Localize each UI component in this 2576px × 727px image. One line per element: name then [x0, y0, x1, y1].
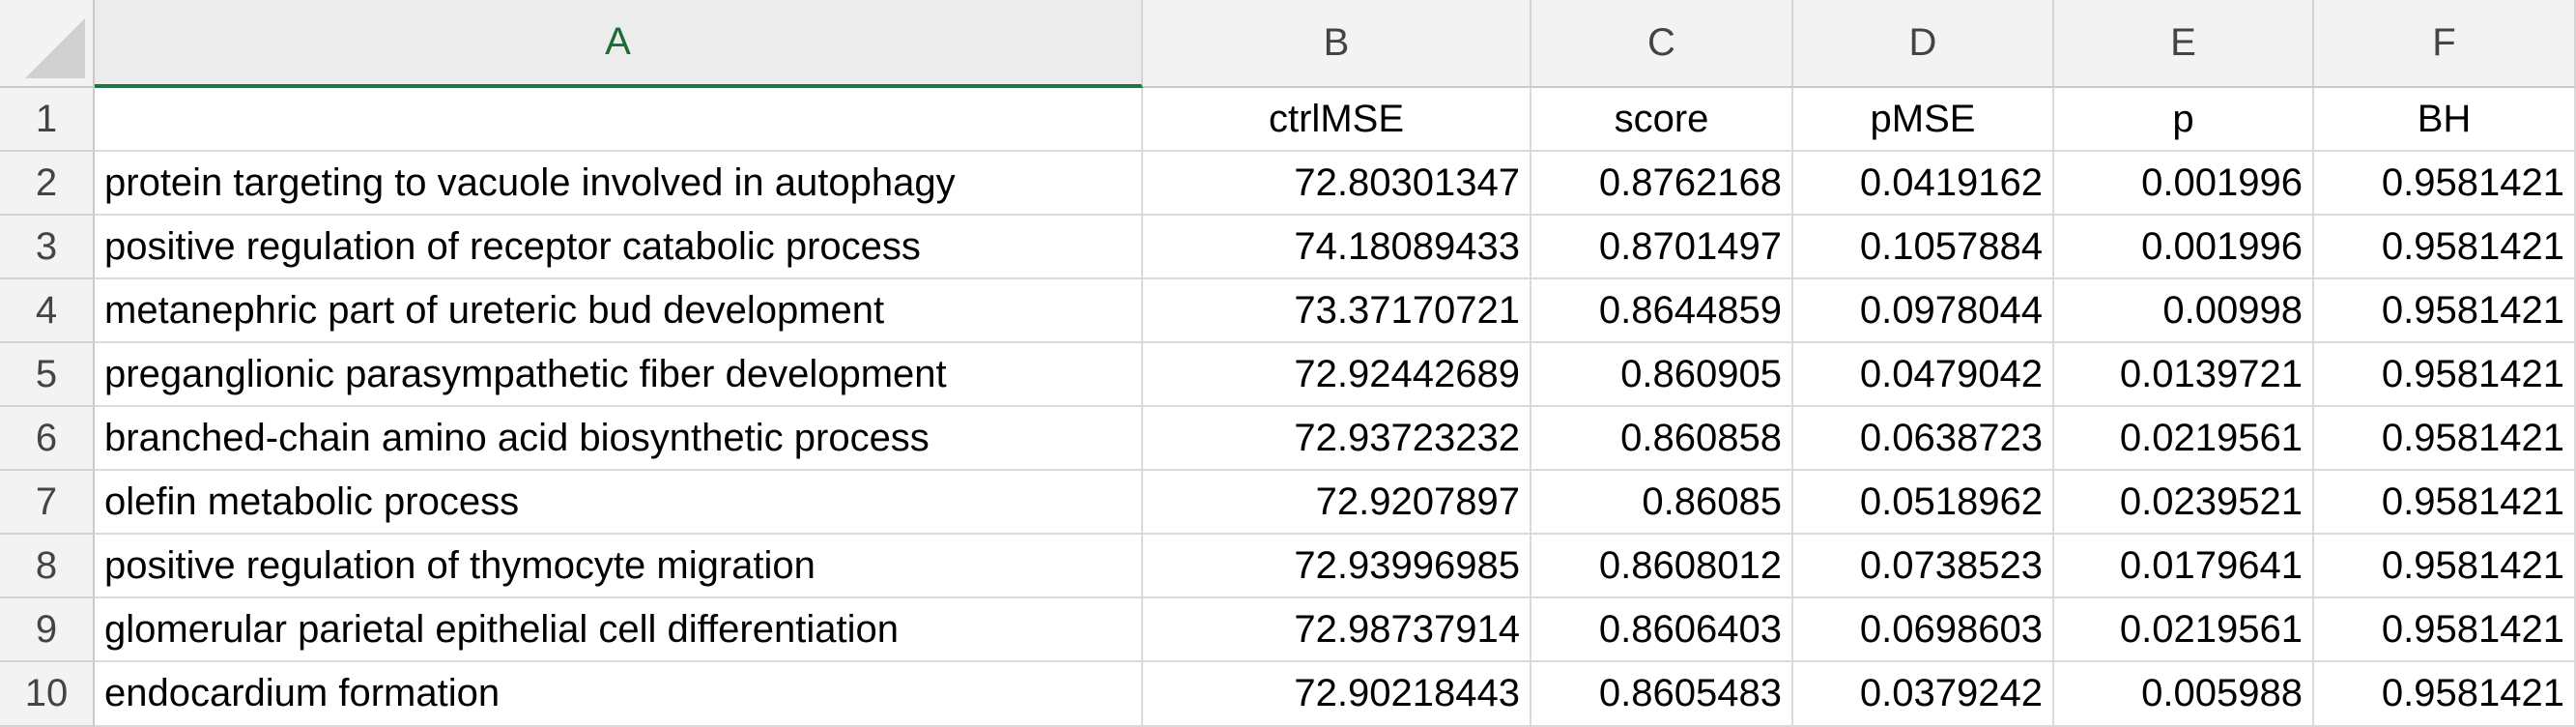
- data-cell-e[interactable]: 0.001996: [2054, 216, 2314, 279]
- data-cell-b[interactable]: 72.80301347: [1143, 152, 1531, 216]
- data-cell-c[interactable]: 0.860905: [1531, 343, 1793, 407]
- data-cell-a[interactable]: positive regulation of thymocyte migrati…: [95, 535, 1143, 598]
- row-header[interactable]: 3: [0, 216, 95, 279]
- header-cell-d[interactable]: pMSE: [1793, 88, 2054, 152]
- data-cell-d[interactable]: 0.1057884: [1793, 216, 2054, 279]
- data-cell-e[interactable]: 0.0179641: [2054, 535, 2314, 598]
- data-cell-c[interactable]: 0.86085: [1531, 471, 1793, 535]
- data-cell-a[interactable]: branched-chain amino acid biosynthetic p…: [95, 407, 1143, 471]
- column-header-b[interactable]: B: [1143, 0, 1531, 88]
- data-cell-c[interactable]: 0.8762168: [1531, 152, 1793, 216]
- data-cell-e[interactable]: 0.0219561: [2054, 407, 2314, 471]
- data-cell-b[interactable]: 72.93723232: [1143, 407, 1531, 471]
- data-cell-e[interactable]: 0.0139721: [2054, 343, 2314, 407]
- row-header[interactable]: 5: [0, 343, 95, 407]
- data-cell-a[interactable]: olefin metabolic process: [95, 471, 1143, 535]
- data-cell-e[interactable]: 0.0219561: [2054, 598, 2314, 662]
- data-cell-c[interactable]: 0.8608012: [1531, 535, 1793, 598]
- data-cell-b[interactable]: 72.92442689: [1143, 343, 1531, 407]
- data-cell-f[interactable]: 0.9581421: [2314, 343, 2576, 407]
- data-cell-b[interactable]: 74.18089433: [1143, 216, 1531, 279]
- data-cell-f[interactable]: 0.9581421: [2314, 407, 2576, 471]
- column-header-e[interactable]: E: [2054, 0, 2314, 88]
- header-cell-a[interactable]: [95, 88, 1143, 152]
- data-cell-e[interactable]: 0.00998: [2054, 279, 2314, 343]
- data-cell-a[interactable]: protein targeting to vacuole involved in…: [95, 152, 1143, 216]
- data-cell-d[interactable]: 0.0638723: [1793, 407, 2054, 471]
- column-header-c[interactable]: C: [1531, 0, 1793, 88]
- data-cell-c[interactable]: 0.8605483: [1531, 662, 1793, 727]
- header-cell-b[interactable]: ctrlMSE: [1143, 88, 1531, 152]
- data-cell-c[interactable]: 0.8606403: [1531, 598, 1793, 662]
- data-cell-f[interactable]: 0.9581421: [2314, 535, 2576, 598]
- data-cell-a[interactable]: endocardium formation: [95, 662, 1143, 727]
- data-cell-e[interactable]: 0.005988: [2054, 662, 2314, 727]
- select-all-triangle-icon: [25, 18, 85, 78]
- data-cell-d[interactable]: 0.0419162: [1793, 152, 2054, 216]
- data-cell-f[interactable]: 0.9581421: [2314, 598, 2576, 662]
- select-all-corner[interactable]: [0, 0, 95, 88]
- row-header[interactable]: 2: [0, 152, 95, 216]
- row-header[interactable]: 9: [0, 598, 95, 662]
- data-cell-d[interactable]: 0.0738523: [1793, 535, 2054, 598]
- data-cell-c[interactable]: 0.860858: [1531, 407, 1793, 471]
- data-cell-a[interactable]: glomerular parietal epithelial cell diff…: [95, 598, 1143, 662]
- data-cell-b[interactable]: 72.98737914: [1143, 598, 1531, 662]
- data-cell-e[interactable]: 0.001996: [2054, 152, 2314, 216]
- row-header[interactable]: 4: [0, 279, 95, 343]
- column-header-a[interactable]: A: [95, 0, 1143, 88]
- data-cell-a[interactable]: metanephric part of ureteric bud develop…: [95, 279, 1143, 343]
- data-cell-d[interactable]: 0.0978044: [1793, 279, 2054, 343]
- row-header[interactable]: 6: [0, 407, 95, 471]
- data-cell-d[interactable]: 0.0379242: [1793, 662, 2054, 727]
- data-cell-d[interactable]: 0.0479042: [1793, 343, 2054, 407]
- header-cell-c[interactable]: score: [1531, 88, 1793, 152]
- data-cell-f[interactable]: 0.9581421: [2314, 216, 2576, 279]
- row-header[interactable]: 7: [0, 471, 95, 535]
- data-cell-f[interactable]: 0.9581421: [2314, 471, 2576, 535]
- data-cell-a[interactable]: positive regulation of receptor cataboli…: [95, 216, 1143, 279]
- data-cell-d[interactable]: 0.0698603: [1793, 598, 2054, 662]
- data-cell-c[interactable]: 0.8644859: [1531, 279, 1793, 343]
- column-header-d[interactable]: D: [1793, 0, 2054, 88]
- data-cell-b[interactable]: 72.90218443: [1143, 662, 1531, 727]
- column-header-f[interactable]: F: [2314, 0, 2576, 88]
- data-cell-f[interactable]: 0.9581421: [2314, 279, 2576, 343]
- data-cell-b[interactable]: 72.9207897: [1143, 471, 1531, 535]
- data-cell-c[interactable]: 0.8701497: [1531, 216, 1793, 279]
- row-header[interactable]: 8: [0, 535, 95, 598]
- data-cell-b[interactable]: 73.37170721: [1143, 279, 1531, 343]
- data-cell-f[interactable]: 0.9581421: [2314, 662, 2576, 727]
- row-header[interactable]: 10: [0, 662, 95, 727]
- data-cell-b[interactable]: 72.93996985: [1143, 535, 1531, 598]
- data-cell-e[interactable]: 0.0239521: [2054, 471, 2314, 535]
- header-cell-e[interactable]: p: [2054, 88, 2314, 152]
- data-cell-f[interactable]: 0.9581421: [2314, 152, 2576, 216]
- header-cell-f[interactable]: BH: [2314, 88, 2576, 152]
- data-cell-a[interactable]: preganglionic parasympathetic fiber deve…: [95, 343, 1143, 407]
- row-header[interactable]: 1: [0, 88, 95, 152]
- data-cell-d[interactable]: 0.0518962: [1793, 471, 2054, 535]
